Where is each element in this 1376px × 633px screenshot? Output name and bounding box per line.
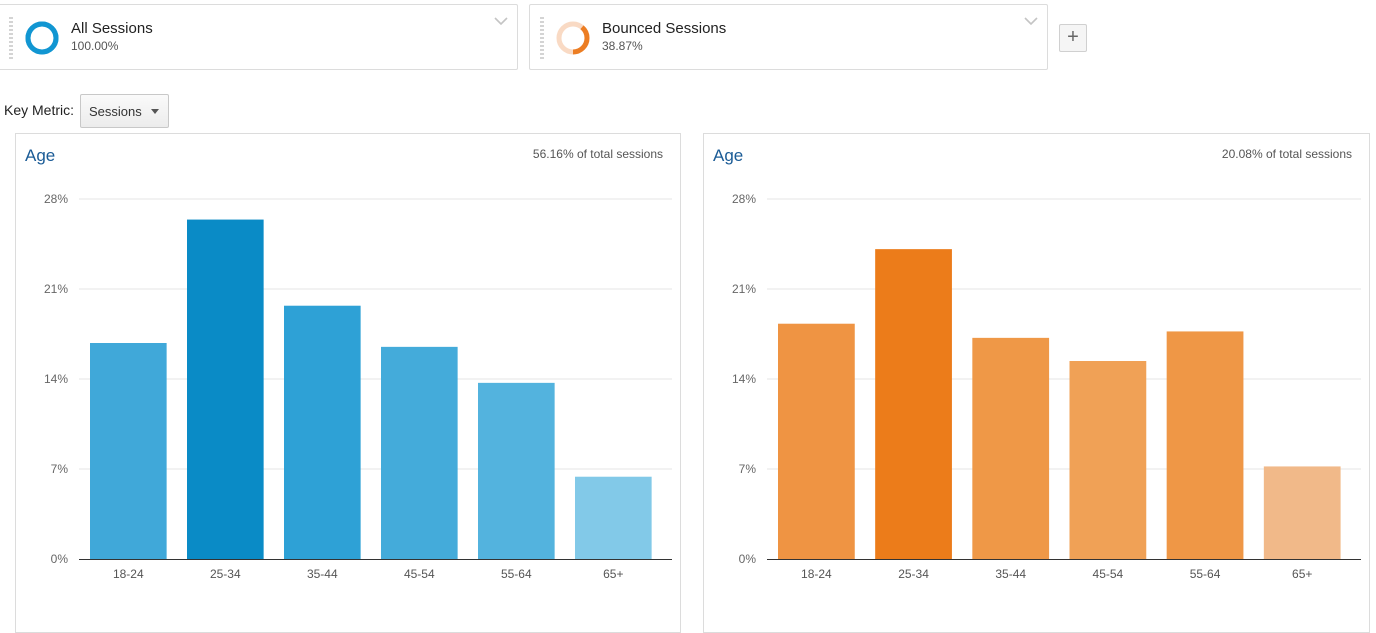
segment-ring-icon [25, 21, 59, 55]
key-metric-selected: Sessions [89, 104, 142, 119]
bar [972, 337, 1050, 559]
y-tick-label: 14% [732, 372, 756, 386]
x-tick-label: 25-34 [898, 567, 929, 581]
chevron-down-icon[interactable] [1023, 15, 1039, 27]
bar [575, 476, 652, 559]
bar [778, 323, 855, 559]
bar [284, 305, 361, 559]
bar [381, 346, 458, 559]
segment-percent: 38.87% [602, 39, 643, 53]
bar [187, 219, 264, 560]
chart-title[interactable]: Age [713, 146, 744, 165]
x-tick-label: 25-34 [210, 567, 241, 581]
caret-down-icon [151, 109, 159, 114]
segment-bounced-sessions[interactable]: Bounced Sessions 38.87% [529, 4, 1048, 70]
y-tick-label: 28% [44, 192, 68, 206]
bar [1166, 331, 1244, 559]
add-segment-button[interactable]: + [1059, 24, 1087, 52]
bar [1263, 466, 1341, 559]
bar-chart: 0% 7% 14% 21% 28% 18-24 25-34 35-44 45-54 55-64 65… [732, 192, 1361, 581]
y-tick-label: 21% [732, 282, 756, 296]
bar [90, 343, 167, 559]
x-tick-label: 55-64 [501, 567, 532, 581]
chart-subtitle: 56.16% of total sessions [532, 147, 663, 161]
segment-label: All Sessions [71, 20, 153, 37]
x-tick-label: 55-64 [1190, 567, 1221, 581]
segment-ring-icon [556, 21, 590, 55]
x-tick-label: 65+ [1292, 567, 1312, 581]
y-tick-label: 0% [51, 552, 69, 566]
bar [1069, 361, 1147, 559]
segment-all-sessions[interactable]: All Sessions 100.00% [0, 4, 518, 70]
x-tick-label: 35-44 [995, 567, 1026, 581]
bar [478, 382, 555, 559]
drag-handle-icon[interactable] [9, 17, 13, 61]
y-tick-label: 28% [732, 192, 756, 206]
key-metric-select[interactable]: Sessions [80, 94, 169, 128]
bar [875, 249, 952, 559]
key-metric-label: Key Metric: [4, 102, 75, 118]
y-tick-label: 21% [44, 282, 68, 296]
y-tick-label: 7% [739, 462, 757, 476]
chevron-down-icon[interactable] [493, 15, 509, 27]
x-tick-label: 35-44 [307, 567, 338, 581]
segment-label: Bounced Sessions [602, 20, 727, 37]
y-tick-label: 14% [44, 372, 68, 386]
segment-percent: 100.00% [71, 39, 119, 53]
x-tick-label: 65+ [603, 567, 623, 581]
drag-handle-icon[interactable] [540, 17, 544, 61]
chart-subtitle: 20.08% of total sessions [1221, 147, 1352, 161]
x-tick-label: 18-24 [801, 567, 832, 581]
x-tick-label: 45-54 [404, 567, 435, 581]
y-tick-label: 7% [51, 462, 69, 476]
chart-title[interactable]: Age [25, 146, 56, 165]
age-chart-panel-bounced-sessions: Age 20.08% of total sessions 0% 7% 14% 21% 2… [703, 133, 1370, 633]
x-tick-label: 45-54 [1093, 567, 1124, 581]
y-tick-label: 0% [739, 552, 757, 566]
x-tick-label: 18-24 [113, 567, 144, 581]
age-chart-panel-all-sessions: Age 56.16% of total sessions 0% 7% 14% 21% 2… [15, 133, 681, 633]
bar-chart: 0% 7% 14% 21% 28% 18-24 25-34 35-44 45-54 55-64 65… [44, 192, 672, 581]
